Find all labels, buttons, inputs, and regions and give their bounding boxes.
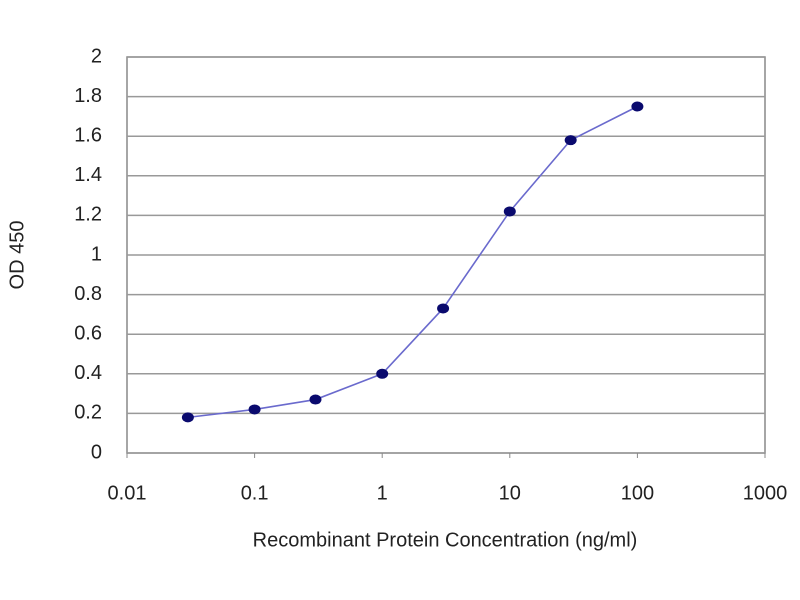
data-point [181, 412, 194, 423]
x-tick-label: 0.1 [241, 482, 269, 504]
data-point [437, 303, 450, 314]
data-point [248, 404, 261, 415]
y-tick-label: 0.4 [74, 362, 102, 384]
y-tick-label: 1.2 [74, 204, 102, 226]
x-tick-label: 10 [499, 482, 521, 504]
data-point [564, 135, 577, 146]
x-tick-label: 1000 [743, 482, 788, 504]
y-tick-label: 1.4 [74, 164, 102, 186]
y-tick-label: 0.6 [74, 322, 102, 344]
x-tick-label: 100 [621, 482, 654, 504]
y-tick-label: 1 [91, 243, 102, 265]
y-tick-label: 1.6 [74, 124, 102, 146]
data-point [376, 368, 389, 379]
x-axis-label: Recombinant Protein Concentration (ng/ml… [253, 529, 638, 551]
y-tick-label: 1.8 [74, 85, 102, 107]
y-axis-label: OD 450 [6, 221, 28, 290]
y-tick-label: 0.8 [74, 283, 102, 305]
data-point [631, 101, 644, 112]
data-line [187, 105, 638, 419]
y-tick-label: 2 [91, 45, 102, 67]
data-point [309, 394, 322, 405]
data-point [503, 206, 516, 217]
x-tick-label: 0.01 [108, 482, 147, 504]
x-tick-label: 1 [377, 482, 388, 504]
y-tick-label: 0 [91, 441, 102, 463]
y-tick-label: 0.2 [74, 402, 102, 424]
